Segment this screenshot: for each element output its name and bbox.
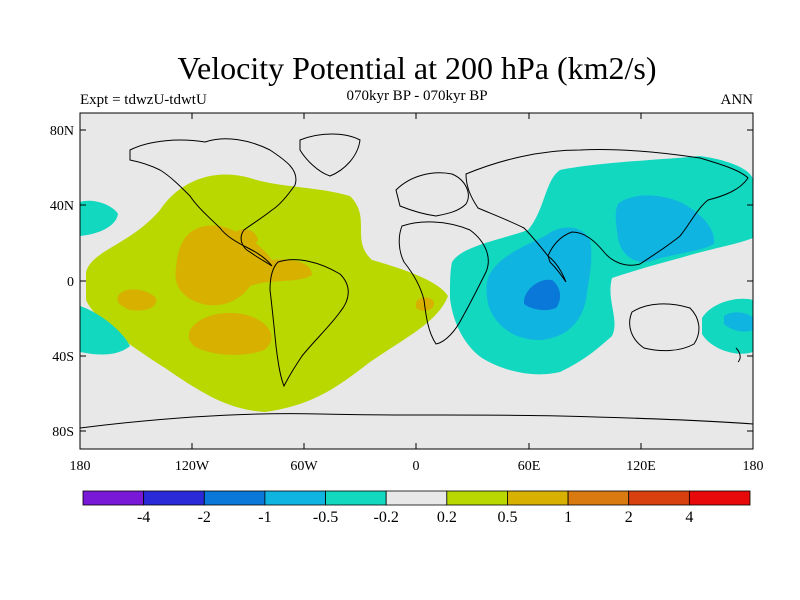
- colorbar-label: -4: [137, 509, 150, 526]
- colorbar-swatch: [385, 490, 448, 506]
- plot-subtitle: 070kyr BP - 070kyr BP: [346, 88, 488, 104]
- lon-tick-label: 0: [413, 459, 420, 474]
- colorbar-label: -1: [258, 509, 271, 526]
- colorbar-label: -0.2: [374, 509, 399, 526]
- lon-tick-label: 60W: [290, 459, 318, 474]
- experiment-label: Expt = tdwzU-tdwtU: [80, 92, 207, 108]
- colorbar-swatch: [446, 490, 508, 506]
- lon-tick-label: 180: [743, 459, 764, 474]
- lon-tick-label: 120E: [626, 459, 656, 474]
- positive-anomaly-patch-atlantic: [416, 297, 435, 311]
- negative-anomaly-region-atlantic-nw: [80, 200, 118, 236]
- colorbar-swatch: [325, 490, 387, 506]
- lon-tick-label: 180: [70, 459, 91, 474]
- lat-tick-label: 40S: [52, 350, 74, 365]
- colorbar-label: 0.2: [437, 509, 457, 526]
- latitude-axis: 80N 40N 0 40S 80S: [50, 124, 753, 440]
- colorbar-swatch: [143, 490, 205, 506]
- colorbar-swatch: [507, 490, 569, 506]
- colorbar-swatch: [567, 490, 630, 506]
- colorbar: -4 -2 -1 -0.5 -0.2 0.2 0.5 1 2 4: [82, 490, 751, 526]
- colorbar-label: -2: [198, 509, 211, 526]
- season-label: ANN: [720, 92, 754, 108]
- colorbar-swatch: [203, 490, 266, 506]
- lat-tick-label: 80S: [52, 425, 74, 440]
- lat-tick-label: 0: [67, 275, 74, 290]
- colorbar-label: 4: [685, 509, 693, 526]
- coastlines: [80, 133, 753, 429]
- colorbar-label: 0.5: [497, 509, 517, 526]
- longitude-axis: 180 120W 60W 0 60E 120E 180: [70, 113, 764, 474]
- lat-tick-label: 40N: [50, 199, 74, 214]
- colorbar-swatch: [628, 490, 690, 506]
- plot-title: Velocity Potential at 200 hPa (km2/s): [177, 50, 657, 86]
- colorbar-swatch: [82, 490, 145, 506]
- strong-positive-region-pacific: [117, 289, 157, 311]
- lon-tick-label: 60E: [518, 459, 541, 474]
- negative-anomaly-region-pacific-se: [80, 306, 130, 355]
- colorbar-swatch: [688, 490, 751, 506]
- lat-tick-label: 80N: [50, 124, 74, 139]
- moderate-negative-region-west-pacific: [615, 195, 715, 263]
- velocity-potential-field: [80, 133, 753, 429]
- strong-negative-region: [524, 279, 561, 311]
- colorbar-label: 2: [625, 509, 633, 526]
- colorbar-label: 1: [564, 509, 572, 526]
- lon-tick-label: 120W: [175, 459, 210, 474]
- strong-positive-region-north: [175, 225, 312, 306]
- colorbar-swatch: [264, 490, 326, 506]
- moderate-negative-region-maritime: [724, 312, 753, 332]
- colorbar-label: -0.5: [313, 509, 338, 526]
- positive-anomaly-region: [86, 174, 448, 412]
- strong-positive-region-south: [188, 312, 272, 355]
